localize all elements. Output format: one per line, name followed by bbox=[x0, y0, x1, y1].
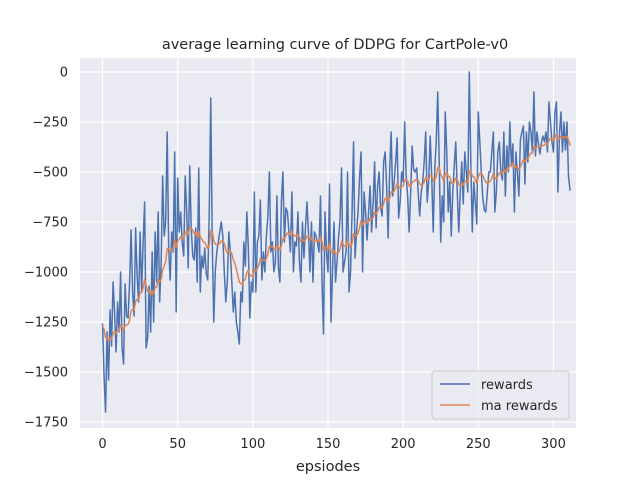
y-tick-label: 0 bbox=[60, 66, 68, 81]
y-tick-label: −250 bbox=[32, 116, 68, 131]
legend-label-ma-rewards: ma rewards bbox=[481, 399, 558, 414]
x-tick-label: 250 bbox=[466, 437, 491, 452]
series-layer bbox=[101, 71, 571, 413]
y-tick-label: −1250 bbox=[24, 316, 68, 331]
x-tick-label: 50 bbox=[169, 437, 186, 452]
legend-label-rewards: rewards bbox=[481, 378, 533, 393]
y-tick-label: −1500 bbox=[24, 366, 68, 381]
x-axis-label: epsiodes bbox=[296, 459, 360, 475]
y-tick-label: −500 bbox=[32, 166, 68, 181]
x-tick-label: 300 bbox=[541, 437, 566, 452]
legend-box bbox=[431, 370, 570, 420]
x-tick-label: 0 bbox=[98, 437, 106, 452]
legend: rewards ma rewards bbox=[431, 370, 570, 420]
y-tick-labels: 0 −250 −500 −750 −1000 −1250 −1500 −1750 bbox=[24, 66, 68, 431]
x-tick-label: 150 bbox=[316, 437, 341, 452]
y-tick-label: −750 bbox=[32, 216, 68, 231]
y-tick-label: −1000 bbox=[24, 266, 68, 281]
x-tick-label: 100 bbox=[240, 437, 265, 452]
x-tick-labels: 0 50 100 150 200 250 300 bbox=[98, 437, 565, 452]
series-line-ma-rewards bbox=[101, 133, 571, 343]
y-tick-label: −1750 bbox=[24, 416, 68, 431]
chart-title: average learning curve of DDPG for CartP… bbox=[162, 37, 508, 53]
series-line-rewards bbox=[101, 71, 571, 413]
x-tick-label: 200 bbox=[391, 437, 416, 452]
